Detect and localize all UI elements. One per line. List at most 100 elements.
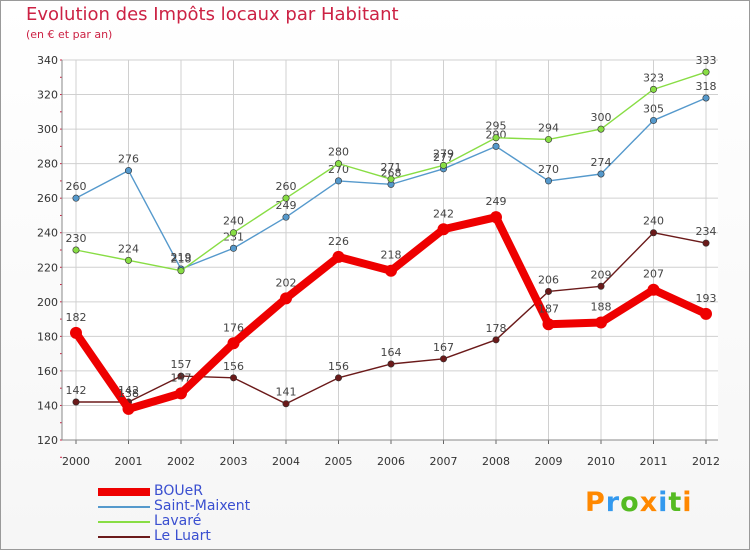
legend-item: Saint-Maixent xyxy=(98,498,328,514)
data-label: 138 xyxy=(118,387,139,400)
data-label: 164 xyxy=(381,346,402,359)
data-point xyxy=(122,402,135,415)
data-point xyxy=(544,287,552,295)
legend-label: BOUeR xyxy=(154,483,203,499)
y-tick-label: 180 xyxy=(37,330,58,343)
x-tick-label: 2009 xyxy=(535,455,563,468)
data-label: 209 xyxy=(591,268,612,281)
data-label: 260 xyxy=(276,180,297,193)
data-label: 274 xyxy=(591,156,612,169)
data-point xyxy=(280,292,292,305)
legend-swatch xyxy=(98,506,150,508)
data-point xyxy=(334,160,342,168)
data-point xyxy=(702,68,710,76)
logo-letter: r xyxy=(605,487,621,518)
data-label: 141 xyxy=(276,386,297,399)
legend-item: Le Luart xyxy=(98,528,328,544)
x-tick-label: 2007 xyxy=(430,455,458,468)
x-tick-label: 2010 xyxy=(587,455,615,468)
y-tick-label: 240 xyxy=(37,227,58,240)
data-point xyxy=(437,223,450,236)
logo-letter: i xyxy=(658,487,669,518)
data-point xyxy=(125,256,133,264)
data-point xyxy=(649,85,657,93)
data-label: 333 xyxy=(696,54,717,67)
data-point xyxy=(385,264,397,277)
data-point xyxy=(230,374,238,382)
data-point xyxy=(230,229,238,237)
x-tick-label: 2004 xyxy=(272,455,300,468)
legend-label: Le Luart xyxy=(154,528,211,544)
legend-item: BOUeR xyxy=(98,483,328,499)
data-label: 270 xyxy=(538,163,559,176)
data-point xyxy=(647,283,660,296)
data-label: 271 xyxy=(381,161,402,174)
legend-item: Lavaré xyxy=(98,513,328,529)
data-label: 206 xyxy=(538,273,559,286)
data-label: 230 xyxy=(66,232,87,245)
data-point xyxy=(70,326,82,339)
data-label: 242 xyxy=(433,207,454,220)
data-point xyxy=(595,316,607,329)
data-point xyxy=(125,167,133,175)
data-label: 240 xyxy=(643,215,664,228)
data-label: 156 xyxy=(328,360,349,373)
data-point xyxy=(334,374,342,382)
data-label: 260 xyxy=(66,180,87,193)
data-label: 176 xyxy=(223,321,244,334)
y-tick-label: 220 xyxy=(37,261,58,274)
x-tick-label: 2006 xyxy=(377,455,405,468)
data-label: 268 xyxy=(381,166,402,179)
y-tick-label: 140 xyxy=(37,399,58,412)
data-point xyxy=(332,250,345,263)
data-label: 280 xyxy=(328,146,349,159)
y-tick-label: 120 xyxy=(37,434,58,447)
data-point xyxy=(597,282,605,290)
data-point xyxy=(72,246,80,254)
data-point xyxy=(72,398,80,406)
logo-letter: t xyxy=(668,487,683,518)
y-tick-label: 260 xyxy=(37,192,58,205)
data-label: 300 xyxy=(591,111,612,124)
data-label: 224 xyxy=(118,242,139,255)
data-label: 323 xyxy=(643,71,664,84)
proxiti-logo: Proxiti xyxy=(585,487,693,518)
legend-label: Lavaré xyxy=(154,513,202,529)
legend-swatch xyxy=(98,521,150,523)
data-label: 279 xyxy=(433,147,454,160)
data-label: 226 xyxy=(328,235,349,248)
data-label: 218 xyxy=(171,253,192,266)
x-tick-label: 2012 xyxy=(692,455,720,468)
legend-swatch xyxy=(98,536,150,538)
data-point xyxy=(649,229,657,237)
data-point xyxy=(544,177,552,185)
data-label: 193 xyxy=(696,292,717,305)
chart-subtitle: (en € et par an) xyxy=(26,28,113,41)
x-tick-label: 2011 xyxy=(640,455,668,468)
logo-letter: o xyxy=(620,487,640,518)
data-point xyxy=(700,307,712,320)
y-tick-label: 300 xyxy=(37,123,58,136)
data-point xyxy=(490,211,502,224)
y-tick-label: 160 xyxy=(37,365,58,378)
data-point xyxy=(282,194,290,202)
chart-legend: BOUeR Saint-Maixent Lavaré Le Luart xyxy=(98,483,328,544)
data-point xyxy=(387,175,395,183)
x-tick-label: 2008 xyxy=(482,455,510,468)
data-label: 270 xyxy=(328,163,349,176)
data-label: 142 xyxy=(118,384,139,397)
data-label: 142 xyxy=(66,384,87,397)
x-tick-label: 2005 xyxy=(325,455,353,468)
data-label: 187 xyxy=(538,302,559,315)
x-tick-label: 2000 xyxy=(62,455,90,468)
data-label: 276 xyxy=(118,153,139,166)
data-label: 234 xyxy=(696,225,717,238)
data-label: 305 xyxy=(643,102,664,115)
logo-letter: x xyxy=(639,487,659,518)
data-point xyxy=(72,194,80,202)
data-point xyxy=(597,170,605,178)
data-point xyxy=(177,372,185,380)
data-point xyxy=(227,337,240,350)
y-tick-label: 320 xyxy=(37,89,58,102)
data-point xyxy=(282,400,290,408)
